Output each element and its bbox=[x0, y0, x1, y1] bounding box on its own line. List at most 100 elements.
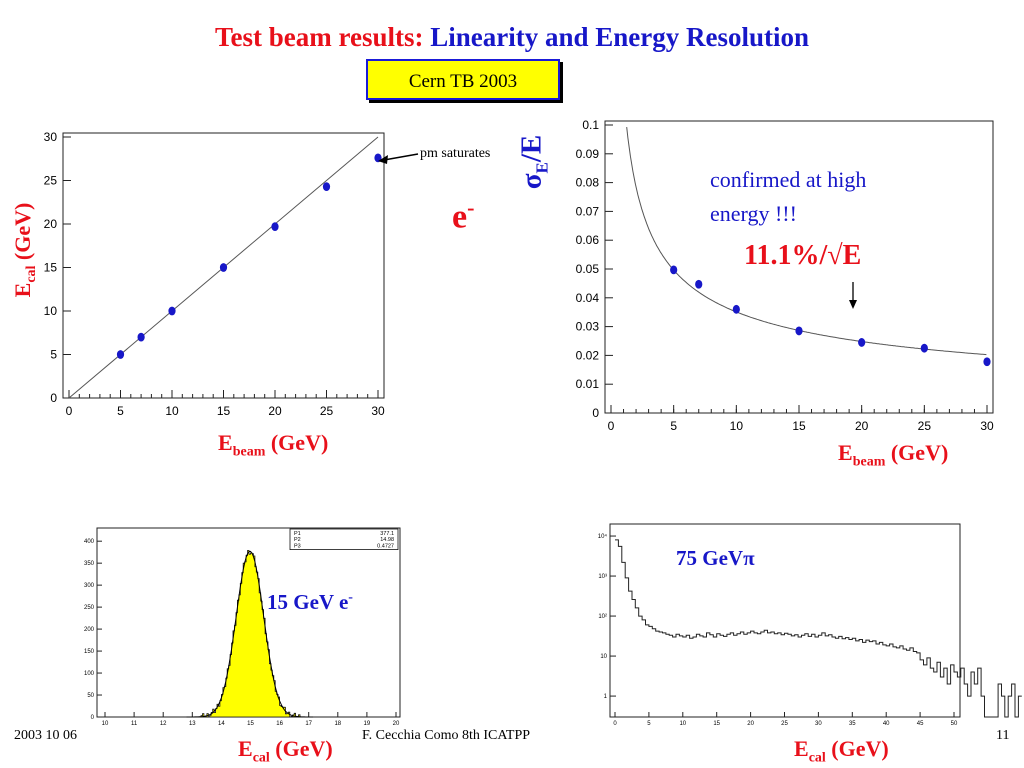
x-tick-label: 40 bbox=[883, 721, 890, 727]
histogram-15gev: 10 11 12 13 14 15 16 17 18 19 20050100150200250300… bbox=[84, 527, 401, 727]
x-tick-label: 15 bbox=[713, 721, 720, 727]
x-tick-label: 0 bbox=[613, 721, 617, 727]
data-point bbox=[670, 265, 678, 275]
data-point bbox=[795, 326, 803, 336]
linearity-y-label: Ecal (GeV) bbox=[10, 203, 40, 298]
data-point bbox=[983, 357, 991, 367]
sigma-symbol: σ bbox=[515, 173, 548, 190]
x-tick-label: 0 bbox=[66, 404, 73, 418]
x-tick-label: 16 bbox=[276, 721, 283, 727]
resolution-x-label: Ebeam (GeV) bbox=[838, 440, 948, 470]
x-tick-label: 35 bbox=[849, 721, 856, 727]
y-tick-label: 400 bbox=[84, 539, 95, 545]
linearity-chart: 0 5 10 15 20 25 30 0 5 10 15 20 25 30 bbox=[44, 130, 385, 418]
x-tick-label: 18 bbox=[334, 721, 341, 727]
x-tick-label: 15 bbox=[217, 404, 231, 418]
data-point bbox=[322, 182, 331, 191]
x-unit: (GeV) bbox=[890, 440, 949, 465]
x-tick-label: 30 bbox=[815, 721, 822, 727]
x-tick-label: 20 bbox=[393, 721, 400, 727]
x-main: E bbox=[838, 440, 853, 465]
x-tick-label: 12 bbox=[160, 721, 167, 727]
title-red: Test beam results: bbox=[214, 22, 424, 52]
x-tick-label: 5 bbox=[117, 404, 124, 418]
y-tick-label: 20 bbox=[44, 217, 58, 231]
y-tick-label: 150 bbox=[84, 649, 95, 655]
x-sub: cal bbox=[808, 750, 826, 766]
x-sub: cal bbox=[252, 750, 270, 766]
x-main: E bbox=[794, 736, 809, 761]
hist2-label: 75 GeVπ bbox=[676, 546, 755, 570]
stats-value: 0.4727 bbox=[377, 543, 394, 549]
y-tick-label: 100 bbox=[84, 671, 95, 677]
data-point bbox=[920, 343, 928, 353]
stats-name: P2 bbox=[294, 537, 301, 543]
resolution-arrow bbox=[849, 282, 857, 309]
x-main: E bbox=[218, 430, 233, 455]
x-unit: (GeV) bbox=[275, 736, 333, 761]
over-e: /E bbox=[515, 134, 548, 163]
hist2-x-label: Ecal (GeV) bbox=[794, 736, 889, 766]
y-tick-label: 15 bbox=[44, 261, 58, 275]
hist2-steps bbox=[615, 539, 1022, 718]
hist1-bars bbox=[198, 550, 303, 718]
electron-label: e- bbox=[452, 195, 474, 236]
y-tick-label: 50 bbox=[87, 693, 94, 699]
x-tick-label: 10 bbox=[165, 404, 179, 418]
y-tick-label: 0.07 bbox=[576, 204, 600, 218]
x-sub: beam bbox=[232, 444, 266, 460]
y-tick-label: 10 bbox=[600, 654, 607, 660]
x-sub: beam bbox=[852, 454, 886, 470]
x-tick-label: 10 bbox=[679, 721, 686, 727]
y-tick-label: 0.1 bbox=[582, 118, 599, 132]
y-sub: cal bbox=[24, 265, 40, 283]
x-tick-label: 10 bbox=[102, 721, 109, 727]
x-tick-label: 17 bbox=[305, 721, 312, 727]
y-tick-label: 10³ bbox=[598, 574, 607, 580]
y-tick-label: 0.01 bbox=[576, 377, 600, 391]
x-tick-label: 14 bbox=[218, 721, 225, 727]
y-tick-label: 0.03 bbox=[576, 320, 600, 334]
x-tick-label: 11 bbox=[131, 721, 138, 727]
data-point bbox=[116, 350, 125, 359]
y-tick-label: 0.05 bbox=[576, 262, 600, 276]
x-tick-label: 25 bbox=[918, 419, 932, 433]
footer-author: F. Cecchia Como 8th ICATPP bbox=[362, 728, 531, 743]
y-unit: (GeV) bbox=[9, 202, 35, 261]
hist1-label: 15 GeV e- bbox=[267, 590, 353, 615]
y-tick-label: 10² bbox=[598, 614, 607, 620]
x-tick-label: 30 bbox=[980, 419, 994, 433]
x-tick-label: 5 bbox=[670, 419, 677, 433]
stats-value: 377.1 bbox=[380, 531, 394, 537]
data-point bbox=[695, 279, 703, 289]
hist1-label-main: 15 GeV e bbox=[267, 590, 349, 614]
hist1-label-sup: - bbox=[348, 590, 353, 605]
y-tick-label: 0.09 bbox=[576, 147, 600, 161]
title-blue: Linearity and Energy Resolution bbox=[430, 22, 810, 52]
y-tick-label: 0.08 bbox=[576, 176, 600, 190]
x-tick-label: 45 bbox=[917, 721, 924, 727]
x-tick-label: 0 bbox=[608, 419, 615, 433]
x-tick-label: 5 bbox=[647, 721, 651, 727]
slide-title: Test beam results: Linearity and Energy … bbox=[0, 22, 1024, 53]
y-tick-label: 300 bbox=[84, 583, 95, 589]
histogram-75gev: 0 5 10 15 20 25 30 35 40 45 50 1 10 10² 10³ 10⁴ bbox=[598, 523, 1022, 727]
y-tick-label: 350 bbox=[84, 561, 95, 567]
data-point bbox=[271, 222, 279, 232]
x-tick-label: 20 bbox=[747, 721, 754, 727]
y-tick-label: 0 bbox=[592, 406, 599, 420]
y-tick-label: 0.06 bbox=[576, 233, 600, 247]
y-tick-label: 200 bbox=[84, 627, 95, 633]
data-point bbox=[168, 306, 176, 316]
x-tick-label: 25 bbox=[320, 404, 334, 418]
x-tick-label: 13 bbox=[189, 721, 196, 727]
footer-page-number: 11 bbox=[996, 728, 1010, 743]
hist1-x-label: Ecal (GeV) bbox=[238, 736, 333, 766]
pm-saturates-label: pm saturates bbox=[420, 146, 491, 161]
resolution-y-label: σE/E bbox=[516, 135, 553, 190]
y-tick-label: 0 bbox=[50, 391, 57, 405]
y-tick-label: 10 bbox=[44, 304, 58, 318]
stats-box bbox=[289, 528, 399, 551]
y-main: E bbox=[9, 282, 35, 298]
